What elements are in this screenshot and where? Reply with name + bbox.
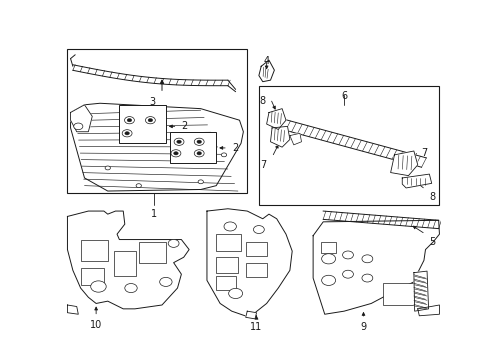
Text: 1: 1	[151, 209, 157, 219]
Bar	[139, 242, 166, 264]
Polygon shape	[267, 109, 286, 130]
Circle shape	[197, 140, 201, 143]
Polygon shape	[280, 120, 426, 167]
Polygon shape	[418, 305, 440, 316]
Bar	[81, 268, 104, 285]
Polygon shape	[414, 271, 429, 311]
Circle shape	[253, 226, 264, 234]
Circle shape	[362, 255, 373, 263]
Circle shape	[229, 288, 243, 298]
Text: 7: 7	[421, 148, 428, 158]
Bar	[259, 86, 440, 205]
Text: 10: 10	[90, 320, 102, 330]
Polygon shape	[270, 126, 290, 147]
Bar	[81, 239, 108, 261]
Circle shape	[198, 180, 203, 184]
Circle shape	[194, 138, 204, 145]
Bar	[120, 105, 166, 143]
Bar	[383, 283, 416, 305]
Bar	[321, 242, 336, 253]
Text: 6: 6	[341, 91, 347, 101]
Text: 4: 4	[264, 56, 270, 66]
Bar	[216, 276, 236, 289]
Circle shape	[197, 152, 201, 155]
Polygon shape	[402, 174, 432, 188]
Circle shape	[224, 222, 236, 231]
Text: 3: 3	[149, 97, 156, 107]
Text: 8: 8	[429, 192, 436, 202]
Circle shape	[177, 140, 181, 143]
Polygon shape	[71, 105, 92, 132]
Circle shape	[136, 184, 142, 188]
Circle shape	[174, 138, 184, 145]
Polygon shape	[207, 209, 292, 316]
Circle shape	[343, 251, 353, 259]
Circle shape	[221, 153, 227, 157]
Polygon shape	[68, 211, 189, 309]
Circle shape	[124, 117, 134, 124]
Circle shape	[168, 239, 179, 247]
Circle shape	[173, 152, 178, 155]
Circle shape	[91, 281, 106, 292]
Bar	[114, 251, 136, 276]
Bar	[68, 49, 247, 193]
Circle shape	[194, 150, 204, 157]
Bar	[216, 257, 238, 273]
Text: 8: 8	[259, 95, 265, 105]
Circle shape	[74, 123, 83, 130]
Polygon shape	[290, 133, 301, 145]
Polygon shape	[313, 220, 440, 314]
Circle shape	[146, 117, 155, 124]
Polygon shape	[71, 103, 244, 191]
Polygon shape	[68, 305, 78, 314]
Circle shape	[160, 277, 172, 287]
Circle shape	[362, 274, 373, 282]
Circle shape	[171, 150, 181, 157]
Circle shape	[321, 275, 336, 285]
Circle shape	[321, 254, 336, 264]
Bar	[216, 234, 241, 251]
Circle shape	[105, 166, 110, 170]
Text: 2: 2	[181, 121, 188, 131]
Text: 9: 9	[361, 322, 367, 332]
Text: 5: 5	[429, 237, 436, 247]
Polygon shape	[245, 311, 257, 319]
Circle shape	[343, 270, 353, 278]
Circle shape	[125, 284, 137, 293]
Circle shape	[125, 132, 129, 135]
Bar	[170, 132, 216, 163]
Bar	[245, 242, 268, 256]
Text: 11: 11	[250, 322, 263, 332]
Circle shape	[127, 118, 132, 122]
Text: 7: 7	[260, 160, 267, 170]
Text: 2: 2	[232, 143, 238, 153]
Circle shape	[148, 118, 153, 122]
Circle shape	[122, 130, 132, 137]
Bar	[245, 263, 268, 276]
Polygon shape	[391, 151, 418, 176]
Polygon shape	[259, 60, 274, 82]
